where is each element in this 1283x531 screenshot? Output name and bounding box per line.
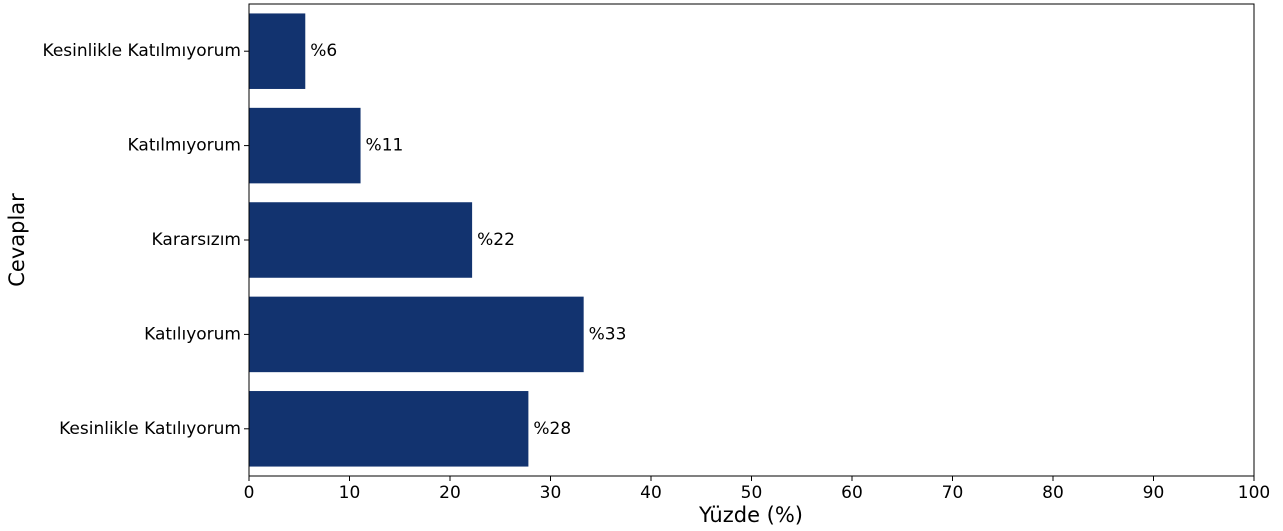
bar — [249, 202, 473, 278]
bar-value-label: %11 — [366, 136, 404, 156]
bars-layer — [249, 13, 584, 467]
y-tick-label: Katılmıyorum — [128, 136, 241, 156]
y-tick-label: Kesinlikle Katılmıyorum — [43, 41, 241, 61]
x-tick-label: 20 — [439, 483, 461, 503]
y-tick-label: Katılıyorum — [144, 324, 241, 344]
x-axis-title: Yüzde (%) — [698, 503, 803, 527]
x-tick-label: 30 — [540, 483, 562, 503]
y-axis-title: Cevaplar — [5, 193, 29, 287]
bar-value-label: %22 — [477, 230, 515, 250]
bar — [249, 107, 361, 184]
y-axis-ticks: Kesinlikle Katılmıyorum Katılmıyorum Karar… — [43, 41, 249, 439]
x-tick-label: 60 — [841, 483, 863, 503]
bar — [249, 296, 584, 373]
x-axis-ticks: 0 10 20 30 40 50 60 70 80 90 100 — [244, 476, 1270, 503]
bar-value-label: %6 — [310, 41, 337, 61]
x-tick-label: 50 — [741, 483, 763, 503]
bar-value-label: %33 — [589, 324, 627, 344]
bar-value-label: %28 — [533, 419, 571, 439]
bar — [249, 391, 529, 467]
x-tick-label: 100 — [1238, 483, 1270, 503]
plot-frame — [248, 3, 1255, 477]
bar — [249, 13, 306, 89]
x-tick-label: 40 — [640, 483, 662, 503]
y-tick-label: Kararsızım — [152, 230, 241, 250]
x-tick-label: 10 — [339, 483, 361, 503]
x-tick-label: 80 — [1042, 483, 1064, 503]
x-tick-label: 70 — [942, 483, 964, 503]
x-tick-label: 0 — [244, 483, 255, 503]
data-labels-layer: %6 %11 %22 %33 %28 — [310, 41, 626, 439]
y-tick-label: Kesinlikle Katılıyorum — [59, 419, 241, 439]
x-tick-label: 90 — [1143, 483, 1165, 503]
